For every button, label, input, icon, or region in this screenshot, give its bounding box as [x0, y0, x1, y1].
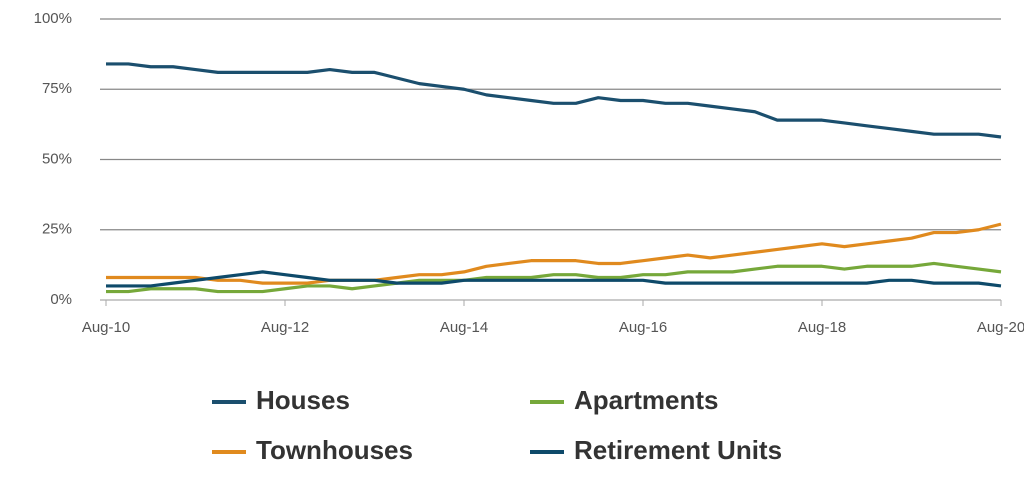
- y-tick-label: 25%: [42, 221, 72, 238]
- x-tick-label: Aug-12: [261, 319, 309, 336]
- y-tick-label: 100%: [34, 10, 72, 27]
- y-tick-label: 0%: [50, 291, 72, 308]
- legend-label: Houses: [256, 385, 350, 415]
- series-line: [106, 261, 1002, 294]
- legend-label: Retirement Units: [574, 435, 782, 465]
- series-line: [106, 222, 1002, 285]
- x-tick-label: Aug-14: [440, 319, 488, 336]
- x-tick-label: Aug-20: [977, 319, 1024, 336]
- series-line: [106, 62, 1002, 139]
- x-tick-label: Aug-16: [619, 319, 667, 336]
- x-tick-label: Aug-18: [798, 319, 846, 336]
- y-tick-label: 75%: [42, 80, 72, 97]
- y-tick-label: 50%: [42, 150, 72, 167]
- x-tick-label: Aug-10: [82, 319, 130, 336]
- series-line: [106, 270, 1002, 288]
- legend-label: Townhouses: [256, 435, 413, 465]
- legend-label: Apartments: [574, 385, 718, 415]
